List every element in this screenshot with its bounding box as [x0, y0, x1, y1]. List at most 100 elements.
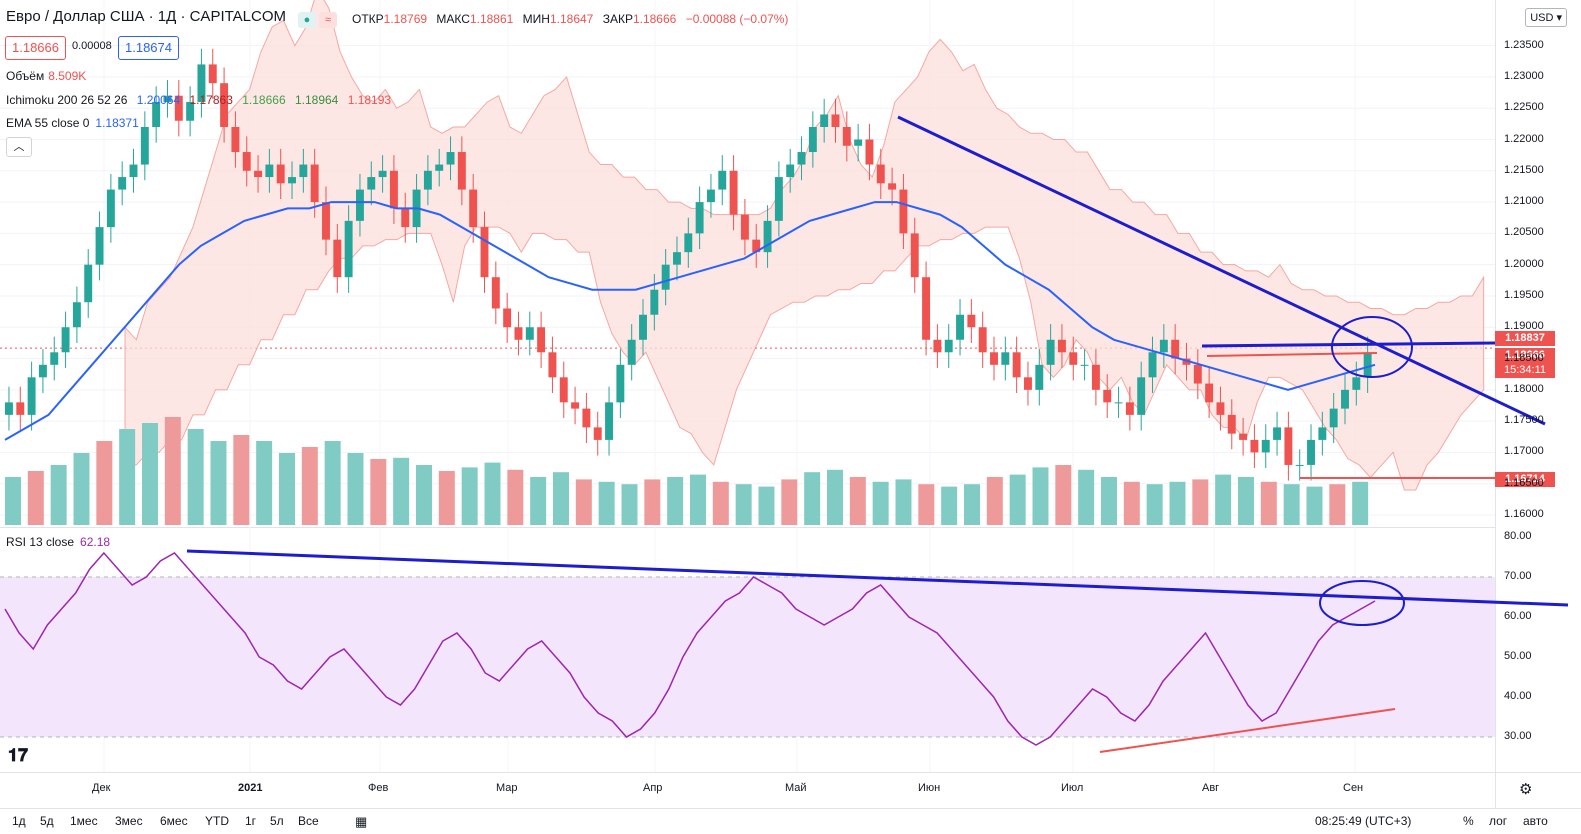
rsi-tick-label: 60.00	[1504, 610, 1532, 622]
rsi-support-line[interactable]	[1099, 708, 1396, 753]
volume-bar	[1329, 484, 1346, 525]
delayed-data-icon[interactable]: ≈	[319, 12, 337, 28]
volume-bar	[735, 484, 752, 525]
volume-bar	[1101, 477, 1117, 525]
ema-legend[interactable]: EMA 55 close 0 1.18371	[6, 116, 139, 130]
rsi-highlight-circle[interactable]	[1319, 580, 1405, 626]
candle-body	[1057, 339, 1066, 353]
market-open-icon[interactable]: ●	[298, 12, 316, 28]
candle-body	[1091, 364, 1100, 390]
volume-bars	[5, 417, 1369, 525]
candle-body	[944, 339, 953, 353]
currency-select[interactable]: USD ▾	[1525, 8, 1567, 27]
candle-body	[503, 308, 512, 328]
candle-body	[469, 189, 478, 228]
spread-value: 0.00008	[72, 40, 112, 52]
time-tick-label: Дек	[92, 782, 111, 794]
symbol-title[interactable]: Евро / Доллар США · 1Д · CAPITALCOM	[6, 8, 287, 25]
volume-bar	[1078, 469, 1095, 525]
candle-body	[446, 152, 455, 165]
range-button[interactable]: 1г	[245, 814, 257, 828]
volume-bar	[96, 441, 113, 525]
volume-bar	[849, 477, 866, 525]
candle-body	[220, 83, 229, 127]
clock-label[interactable]: 08:25:49 (UTC+3)	[1315, 814, 1412, 828]
calendar-icon[interactable]: ▦	[355, 814, 368, 829]
ichimoku-legend[interactable]: Ichimoku 200 26 52 26 1.20064 1.17863 1.…	[6, 93, 391, 107]
candle-body	[1239, 433, 1248, 440]
chevron-up-icon[interactable]: ︿	[6, 137, 32, 157]
rsi-legend[interactable]: RSI 13 close 62.18	[6, 535, 110, 549]
user-drawings[interactable]	[186, 115, 1569, 753]
sell-price-button[interactable]: 1.18666	[5, 36, 66, 60]
range-button[interactable]: 1д	[12, 814, 26, 828]
candle-body	[367, 177, 376, 190]
candle-body	[673, 252, 681, 265]
volume-bar	[690, 474, 706, 525]
volume-bar	[575, 479, 592, 525]
candle-body	[978, 327, 987, 353]
range-button[interactable]: 5л	[270, 814, 284, 828]
volume-bar	[484, 462, 501, 525]
price-tick-label: 1.19500	[1504, 288, 1544, 301]
candle-body	[1024, 377, 1032, 390]
candle-body	[276, 164, 285, 184]
buy-price-button[interactable]: 1.18674	[118, 36, 179, 60]
price-tick-label: 1.18000	[1504, 382, 1544, 395]
candle-body	[808, 127, 817, 153]
gear-icon[interactable]: ⚙	[1519, 781, 1533, 798]
volume-bar	[1009, 474, 1026, 525]
ema-line	[4, 201, 1376, 441]
candle-body	[616, 364, 625, 403]
candle-body	[457, 152, 466, 190]
volume-value: 8.509K	[48, 69, 87, 83]
volume-bar	[1169, 481, 1186, 525]
rsi-panel	[0, 551, 1495, 746]
range-button[interactable]: 1мес	[70, 814, 98, 828]
rsi-tick-label: 70.00	[1504, 570, 1532, 582]
volume-bar	[644, 479, 661, 525]
range-button[interactable]: YTD	[205, 814, 229, 828]
candle-body	[186, 101, 195, 121]
range-button[interactable]: 6мес	[160, 814, 188, 828]
highlight-circle[interactable]	[1331, 316, 1413, 378]
open-label: ОТКР	[352, 12, 384, 26]
price-tick-label: 1.19000	[1504, 320, 1544, 333]
volume-bar	[164, 417, 181, 525]
range-button[interactable]: 5д	[40, 814, 54, 828]
candle-body	[1227, 414, 1236, 434]
rsi-trend-line[interactable]	[186, 549, 1569, 607]
candle-body	[605, 402, 614, 440]
volume-bar	[301, 447, 318, 525]
tradingview-logo-icon[interactable]: 𝟏𝟕	[8, 745, 29, 765]
candle-body	[990, 352, 998, 365]
volume-bar	[964, 484, 980, 525]
trend-line-down[interactable]	[897, 115, 1546, 426]
candle-body	[797, 152, 806, 165]
rsi-tick-label: 40.00	[1504, 690, 1532, 702]
candle-body	[933, 339, 942, 353]
ichimoku-value-5: 1.18193	[347, 93, 392, 107]
log-toggle[interactable]: лог	[1489, 814, 1508, 828]
red-level-line[interactable]	[1206, 352, 1378, 357]
candle-body	[38, 364, 47, 378]
volume-legend[interactable]: Объём 8.509K	[6, 69, 86, 83]
time-tick-label: Май	[785, 782, 807, 794]
countdown: 15:34:11	[1503, 364, 1546, 376]
auto-toggle[interactable]: авто	[1523, 814, 1548, 828]
range-button[interactable]: Все	[298, 814, 319, 828]
candle-body	[1103, 389, 1112, 403]
resistance-line[interactable]	[1201, 341, 1496, 348]
candle-body	[423, 170, 432, 190]
candle-body	[1035, 364, 1044, 390]
range-button[interactable]: 3мес	[115, 814, 143, 828]
percent-toggle[interactable]: %	[1463, 814, 1474, 828]
volume-bar	[50, 465, 67, 525]
volume-bar	[1123, 481, 1140, 525]
candle-body	[820, 114, 829, 127]
candle-body	[129, 164, 138, 178]
candle-body	[197, 64, 206, 102]
rsi-line	[4, 551, 1376, 746]
candle-body	[1205, 383, 1214, 403]
